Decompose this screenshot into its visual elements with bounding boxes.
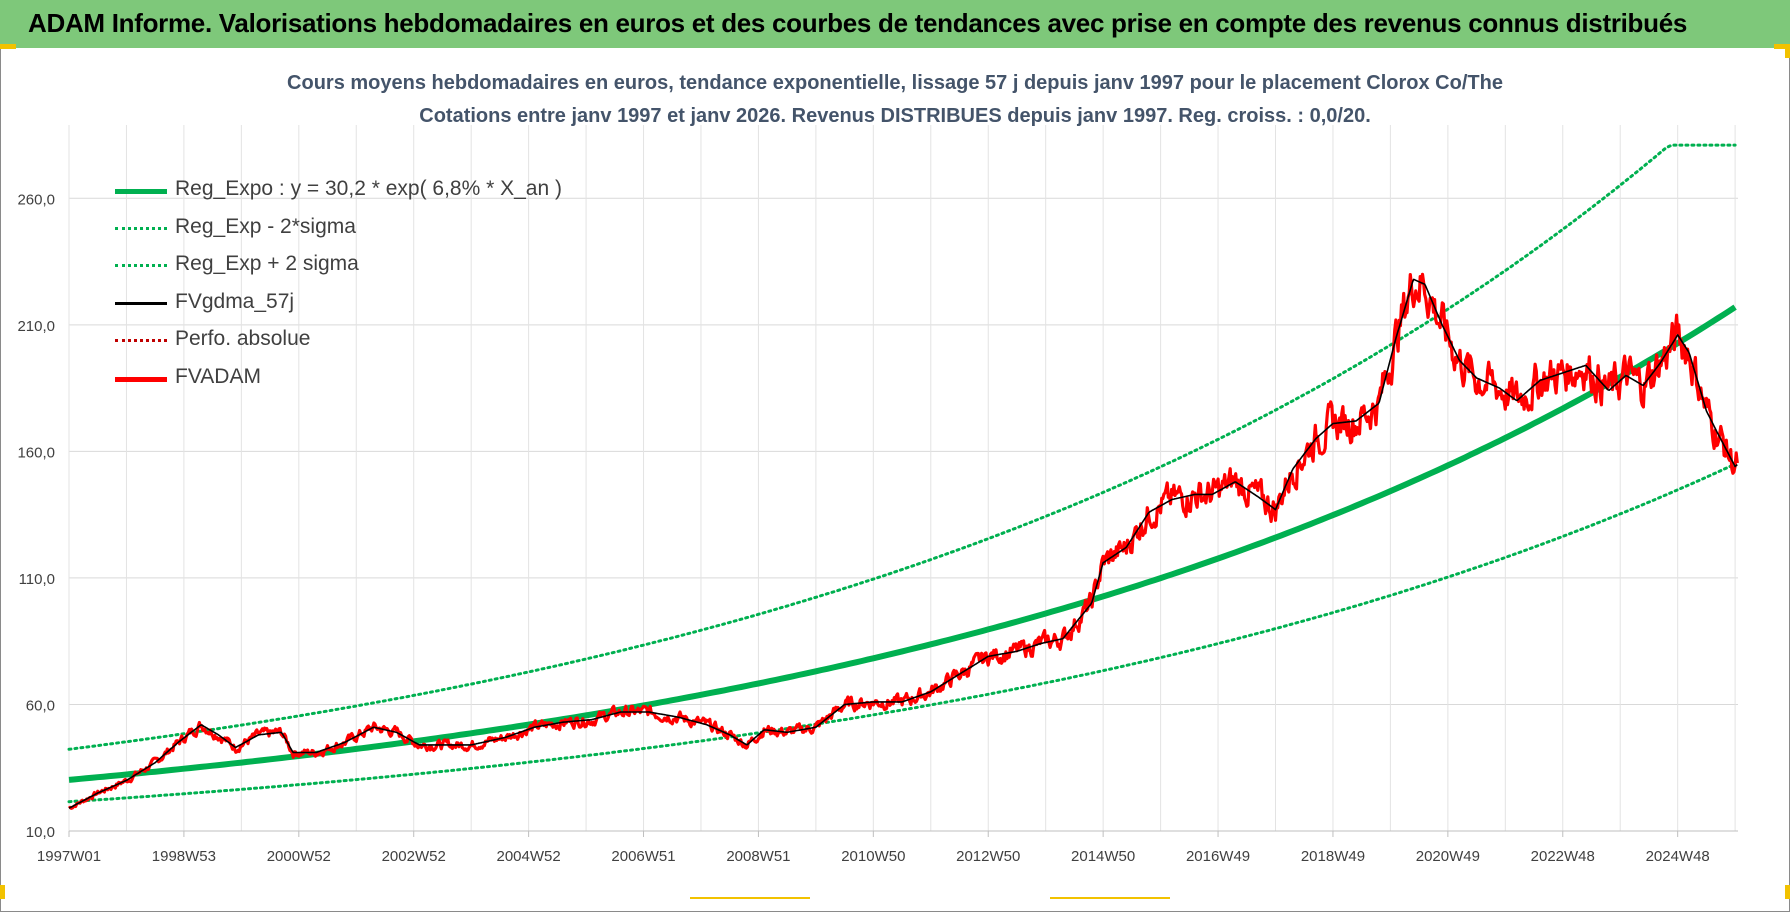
x-tick-label: 2004W52 [497,848,561,865]
x-tick-label: 2006W51 [611,848,675,865]
header-banner: ADAM Informe. Valorisations hebdomadaire… [0,0,1790,48]
legend-label: Reg_Expo : y = 30,2 * exp( 6,8% * X_an ) [175,177,562,200]
x-tick-label: 2002W52 [382,848,446,865]
page-title: ADAM Informe. Valorisations hebdomadaire… [28,8,1688,38]
series-reg-exp-plus-2sigma [67,143,1737,751]
legend-label: FVADAM [175,364,261,388]
legend-swatch [115,339,167,343]
chart-title: Cours moyens hebdomadaires en euros, ten… [287,72,1503,94]
x-tick-label: 2012W50 [956,848,1020,865]
x-tick-label: 2022W48 [1531,848,1595,865]
tab-underline-2 [1050,897,1170,899]
x-tick-label: 2014W50 [1071,848,1135,865]
y-tick-label: 110,0 [19,571,55,588]
legend-swatch [115,264,167,268]
x-tick-label: 2020W49 [1416,848,1480,865]
corner-mark-bottom-right [1785,885,1790,899]
legend-label: FVgdma_57j [175,289,295,313]
series-reg-expo [68,304,1737,783]
corner-mark-right-v [1785,44,1790,58]
y-tick-label: 210,0 [17,318,55,335]
y-tick-label: 260,0 [17,191,55,208]
y-tick-label: 60,0 [26,697,55,714]
series-fvgdma-57j [68,278,1738,809]
legend-label: Reg_Exp - 2*sigma [175,214,356,238]
series-reg-exp-minus-2sigma [67,462,1737,804]
x-tick-label: 1997W01 [37,848,101,865]
legend-label: Perfo. absolue [175,327,311,351]
corner-mark-left [0,44,16,49]
series-fvadam [67,272,1739,810]
x-tick-label: 2024W48 [1646,848,1710,865]
legend-swatch [115,301,167,305]
x-tick-label: 2000W52 [267,848,331,865]
corner-mark-right [1774,44,1790,49]
x-tick-label: 2016W49 [1186,848,1250,865]
legend-swatch [115,189,167,194]
corner-mark-bottom-left [0,885,5,899]
x-tick-label: 1998W53 [152,848,216,865]
x-tick-label: 2010W50 [841,848,905,865]
legend-swatch [115,376,167,382]
chart-subtitle: Cotations entre janv 1997 et janv 2026. … [419,105,1371,127]
legend-label: Reg_Exp + 2 sigma [175,252,359,276]
x-tick-label: 2018W49 [1301,848,1365,865]
tab-underline-1 [690,897,810,899]
legend-swatch [115,226,167,230]
y-tick-label: 10,0 [26,824,55,841]
x-tick-label: 2008W51 [726,848,790,865]
y-tick-label: 160,0 [17,444,55,461]
